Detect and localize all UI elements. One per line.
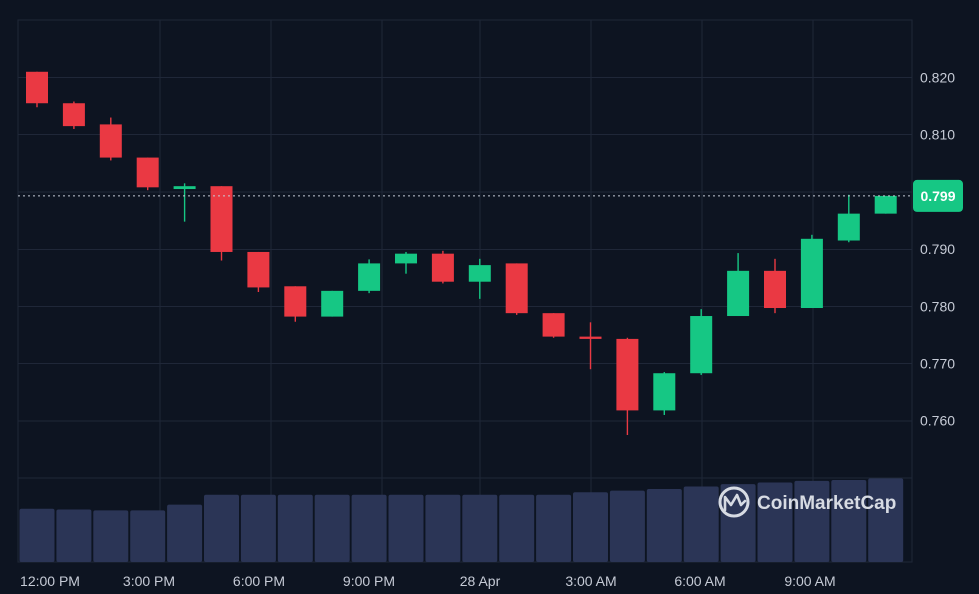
candle-body xyxy=(99,124,122,158)
candlestick xyxy=(653,372,676,415)
current-price-badge: 0.799 xyxy=(913,179,963,212)
x-tick-label: 3:00 PM xyxy=(123,573,175,589)
candle-body xyxy=(505,263,528,314)
candlestick xyxy=(395,251,417,274)
volume-bar xyxy=(93,510,129,562)
volume-bar xyxy=(831,480,867,562)
volume-bar xyxy=(609,490,645,562)
candlestick xyxy=(800,234,823,309)
candle-body xyxy=(247,251,270,288)
candle-body xyxy=(431,253,454,282)
volume-bar xyxy=(388,494,424,562)
current-price-label: 0.799 xyxy=(920,188,955,204)
volume-bar xyxy=(240,494,276,562)
volume-bar xyxy=(573,492,608,562)
candlestick xyxy=(616,337,639,435)
y-tick-label: 0.810 xyxy=(920,127,955,143)
volume-bar xyxy=(794,480,830,562)
x-tick-label: 3:00 AM xyxy=(565,573,616,589)
candlestick xyxy=(837,194,860,243)
candlestick xyxy=(764,258,786,314)
volume-bar xyxy=(56,509,92,562)
volume-bar xyxy=(683,486,719,562)
volume-bar xyxy=(314,494,350,562)
watermark-text: CoinMarketCap xyxy=(757,493,896,514)
candlestick xyxy=(505,263,528,315)
candlestick xyxy=(99,117,122,161)
candle-body xyxy=(26,71,48,104)
candle-body xyxy=(210,186,233,252)
y-tick-label: 0.760 xyxy=(920,413,955,429)
x-tick-label: 9:00 AM xyxy=(784,573,835,589)
volume-bar xyxy=(536,494,572,562)
candlestick xyxy=(173,183,196,222)
volume-bar xyxy=(351,494,387,562)
candle-body xyxy=(690,316,713,374)
candle-body xyxy=(358,263,381,291)
volume-bar xyxy=(425,494,461,562)
candle-body xyxy=(468,265,491,282)
candle-body xyxy=(62,103,85,127)
volume-bar xyxy=(462,494,498,562)
candlestick xyxy=(542,313,565,338)
y-tick-label: 0.780 xyxy=(920,298,955,314)
candlestick xyxy=(468,258,491,299)
candle-body xyxy=(764,270,786,309)
volume-bar xyxy=(19,508,55,562)
volume-bar xyxy=(130,510,166,562)
candlestick xyxy=(62,101,85,129)
candle-body xyxy=(173,186,196,190)
candle-body xyxy=(542,313,565,337)
candle-body xyxy=(800,238,823,309)
volume-bar xyxy=(277,494,313,562)
volume-bars xyxy=(19,478,904,562)
volume-bar xyxy=(499,494,535,562)
candles xyxy=(26,71,897,435)
gridlines xyxy=(17,19,913,563)
x-tick-label: 9:00 PM xyxy=(343,573,395,589)
candle-body xyxy=(874,195,897,214)
candlestick xyxy=(210,186,233,261)
candlestick xyxy=(874,195,897,214)
candle-body xyxy=(321,290,344,317)
volume-bar xyxy=(757,482,793,562)
x-tick-label: 6:00 AM xyxy=(674,573,725,589)
candlestick xyxy=(284,286,307,322)
candle-body xyxy=(837,213,860,241)
candle-body xyxy=(653,373,676,411)
y-tick-label: 0.820 xyxy=(920,70,955,86)
candlestick xyxy=(247,251,270,292)
y-tick-label: 0.790 xyxy=(920,241,955,257)
volume-bar xyxy=(204,494,239,562)
y-tick-label: 0.770 xyxy=(920,356,955,372)
candle-body xyxy=(616,338,639,411)
candlestick xyxy=(431,250,454,284)
candlestick xyxy=(136,157,159,191)
x-tick-label: 6:00 PM xyxy=(233,573,285,589)
y-axis-ticks: 0.760 0.770 0.780 0.790 0.810 0.820 xyxy=(920,70,955,429)
volume-bar xyxy=(868,478,904,562)
candle-body xyxy=(284,286,307,317)
x-tick-label: 28 Apr xyxy=(460,573,501,589)
candle-body xyxy=(136,157,159,188)
candlestick xyxy=(26,71,48,108)
volume-bar xyxy=(167,504,203,562)
current-price-badge-bg xyxy=(913,179,963,212)
x-axis-ticks: 12:00 PM 3:00 PM 6:00 PM 9:00 PM 28 Apr 3:00 … xyxy=(20,573,836,589)
coinmarketcap-logo-icon xyxy=(718,486,750,518)
candlestick xyxy=(727,253,750,317)
candle-body xyxy=(579,336,602,339)
coinmarketcap-watermark: CoinMarketCap xyxy=(718,486,896,518)
volume-bar xyxy=(646,489,682,562)
candlestick xyxy=(690,309,713,375)
candlestick xyxy=(358,259,381,294)
candlestick xyxy=(321,290,344,317)
x-tick-label: 12:00 PM xyxy=(20,573,80,589)
candle-body xyxy=(727,270,750,317)
candle-body xyxy=(395,253,417,264)
candlestick xyxy=(579,322,602,370)
